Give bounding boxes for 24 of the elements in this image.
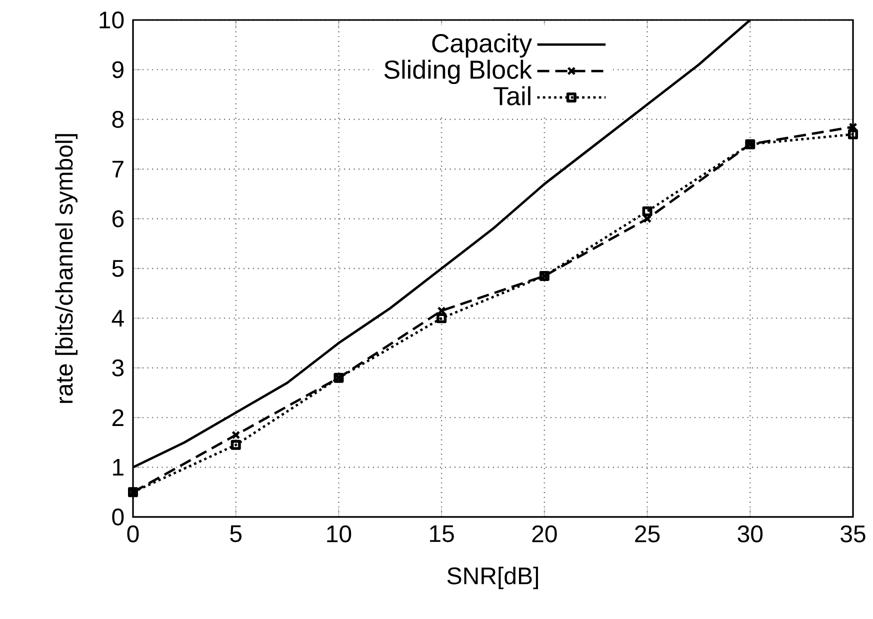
y-tick-label: 8 — [112, 110, 124, 128]
y-tick-label: 7 — [112, 160, 124, 178]
x-tick-label: 5 — [230, 525, 242, 542]
y-tick-label: 10 — [100, 12, 124, 28]
y-tick-label: 6 — [112, 210, 124, 228]
legend-label: Tail — [494, 86, 530, 106]
legend-label: Capacity — [432, 33, 532, 58]
y-tick-label: 2 — [112, 409, 124, 426]
y-axis-title: rate [bits/channel symbol] — [55, 134, 78, 403]
x-tick-label: 35 — [840, 525, 866, 542]
x-tick-label: 15 — [430, 525, 454, 542]
y-tick-label: 9 — [112, 61, 124, 78]
y-tick-label: 3 — [112, 359, 124, 376]
x-tick-label: 25 — [635, 525, 660, 542]
x-tick-label: 10 — [327, 525, 352, 542]
y-tick-label: 4 — [112, 310, 124, 326]
legend-label: Sliding Block — [384, 60, 532, 84]
y-tick-label: 1 — [113, 459, 124, 476]
y-tick-label: 0 — [112, 508, 124, 526]
y-tick-label: 5 — [112, 260, 124, 277]
x-tick-label: 0 — [127, 525, 139, 542]
x-tick-label: 30 — [738, 525, 763, 542]
x-axis-title: SNR[dB] — [447, 566, 538, 590]
x-tick-label: 20 — [532, 525, 557, 542]
